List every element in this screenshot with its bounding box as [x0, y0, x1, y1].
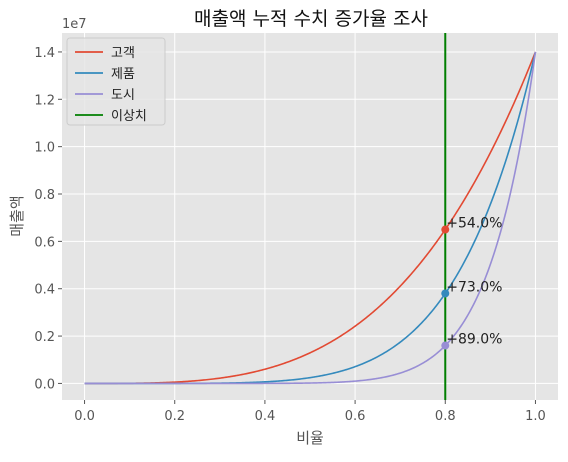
outlier-marker-3 [441, 341, 450, 350]
series-lines [84, 51, 537, 385]
legend-label-3: 도시 [111, 88, 135, 103]
x-axis-ticks: 0.0 0.2 0.4 0.6 0.8 1.0 [74, 400, 546, 424]
x-tick-label: 0.2 [164, 409, 185, 424]
chart-title: 매출액 누적 수치 증가율 조사 [194, 8, 428, 30]
y-tick-label: 0.8 [34, 188, 55, 203]
x-tick-label: 1.0 [525, 409, 546, 424]
series-line-3 [84, 51, 537, 385]
y-tick-label: 0.4 [34, 283, 55, 298]
y-tick-label: 0.6 [34, 235, 55, 250]
annotations: +54.0% +73.0% +89.0% [446, 216, 502, 348]
y-tick-label: 1.0 [34, 141, 55, 156]
legend-box [66, 37, 166, 126]
legend-label-2: 제품 [111, 67, 135, 82]
outlier-marker-1 [441, 225, 450, 234]
x-tick-label: 0.8 [435, 409, 456, 424]
markers [441, 225, 450, 350]
y-tick-label: 0.2 [34, 330, 55, 345]
y-axis-ticks: 0.0 0.2 0.4 0.6 0.8 1.0 1.2 1.4 [34, 46, 62, 392]
y-tick-label: 1.2 [34, 93, 55, 108]
growth-annotation-2: +73.0% [446, 279, 502, 295]
x-tick-label: 0.6 [345, 409, 366, 424]
growth-annotation-3: +89.0% [446, 332, 502, 348]
y-axis-label: 매출액 [8, 195, 26, 236]
y-scale-label: 1e7 [62, 17, 87, 32]
y-tick-label: 1.4 [34, 46, 55, 61]
growth-annotation-1: +54.0% [446, 216, 502, 232]
outlier-marker-2 [441, 289, 450, 298]
x-tick-label: 0.0 [74, 409, 95, 424]
x-axis-label: 비율 [296, 429, 324, 447]
y-tick-label: 0.0 [34, 377, 55, 392]
legend-label-4: 이상치 [111, 109, 147, 124]
legend-label-1: 고객 [111, 46, 135, 61]
x-tick-label: 0.4 [255, 409, 276, 424]
